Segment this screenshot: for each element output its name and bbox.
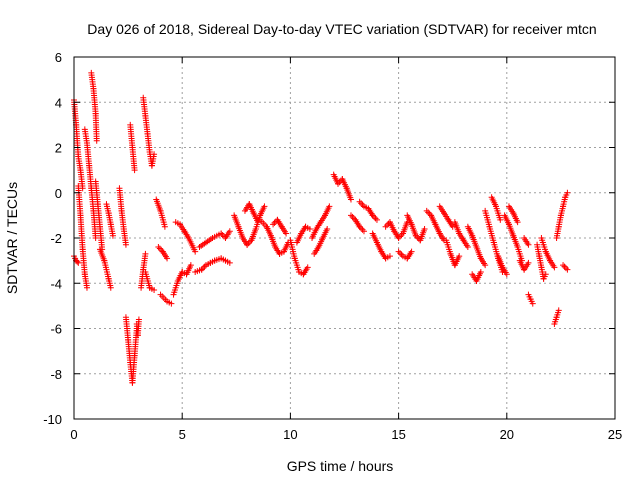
data-point (168, 300, 175, 307)
data-point (109, 232, 116, 239)
data-point (156, 245, 163, 252)
x-tick-label: 10 (283, 427, 297, 442)
chart-title: Day 026 of 2018, Sidereal Day-to-day VTE… (87, 21, 596, 37)
data-point (306, 225, 313, 232)
y-tick-label: -4 (50, 276, 62, 291)
x-axis-label: GPS time / hours (287, 458, 394, 474)
data-point (395, 248, 402, 255)
x-tick-label: 20 (500, 427, 514, 442)
y-tick-label: -10 (43, 412, 62, 427)
data-point (425, 209, 432, 216)
data-point (187, 262, 194, 269)
data-point (155, 244, 162, 251)
data-point (304, 264, 311, 271)
axis-ticks (73, 56, 616, 420)
data-point (142, 250, 149, 257)
data-point (421, 225, 428, 232)
y-tick-label: -2 (50, 231, 62, 246)
data-point (270, 221, 277, 228)
data-point (324, 225, 331, 232)
data-point (456, 253, 463, 260)
data-point (360, 228, 367, 235)
data-point (449, 223, 456, 230)
y-tick-label: 0 (55, 186, 62, 201)
data-point (83, 284, 90, 291)
data-point (529, 300, 536, 307)
data-point (564, 266, 571, 273)
data-points (71, 69, 571, 386)
y-tick-label: -8 (50, 367, 62, 382)
data-point (382, 223, 389, 230)
y-tick-label: -6 (50, 322, 62, 337)
data-point (514, 219, 521, 226)
data-point (525, 241, 532, 248)
data-point (359, 201, 366, 208)
data-point (201, 263, 208, 270)
data-point (359, 226, 366, 233)
data-point (482, 262, 489, 269)
data-point (477, 268, 484, 275)
data-point (122, 241, 129, 248)
data-point (386, 253, 393, 260)
data-point (92, 235, 99, 241)
data-point (151, 287, 158, 294)
data-point (464, 244, 471, 251)
data-point (261, 203, 268, 210)
data-point (525, 259, 532, 266)
data-point (372, 215, 379, 222)
data-point (542, 271, 549, 278)
tick-labels: 0 5 10 15 20 25 -10 -8 -6 -4 -2 0 2 4 6 (43, 50, 622, 442)
data-point (93, 137, 100, 144)
data-point (408, 248, 415, 255)
data-point (358, 200, 365, 207)
data-point (555, 307, 562, 314)
data-point (192, 248, 199, 255)
data-point (398, 251, 405, 258)
data-point (497, 216, 504, 223)
data-point (74, 258, 81, 265)
data-point (397, 250, 404, 257)
data-point (562, 265, 569, 272)
data-point (107, 284, 114, 291)
data-point (347, 196, 354, 203)
data-point (564, 189, 571, 196)
y-tick-label: 2 (55, 141, 62, 156)
data-point (75, 259, 82, 266)
data-point (326, 203, 333, 210)
data-point (356, 198, 363, 205)
data-point (164, 255, 171, 262)
x-tick-label: 25 (608, 427, 622, 442)
x-tick-label: 0 (70, 427, 77, 442)
data-point (226, 259, 233, 266)
y-tick-label: 6 (55, 50, 62, 65)
data-point (384, 222, 391, 229)
data-point (349, 213, 356, 220)
data-point (131, 167, 138, 174)
data-point (503, 271, 510, 278)
data-point (283, 230, 290, 237)
data-point (423, 207, 430, 214)
y-tick-label: 4 (55, 95, 62, 110)
data-point (373, 216, 380, 223)
y-axis-label: SDTVAR / TECUs (4, 182, 20, 294)
data-point (560, 262, 567, 269)
data-point (561, 263, 568, 270)
data-point (161, 223, 168, 230)
data-point (226, 228, 233, 235)
data-point (135, 316, 142, 323)
data-point (551, 264, 558, 271)
grid (74, 57, 615, 419)
x-tick-label: 5 (179, 427, 186, 442)
x-tick-label: 15 (391, 427, 405, 442)
data-point (347, 212, 354, 219)
data-point (151, 151, 158, 158)
